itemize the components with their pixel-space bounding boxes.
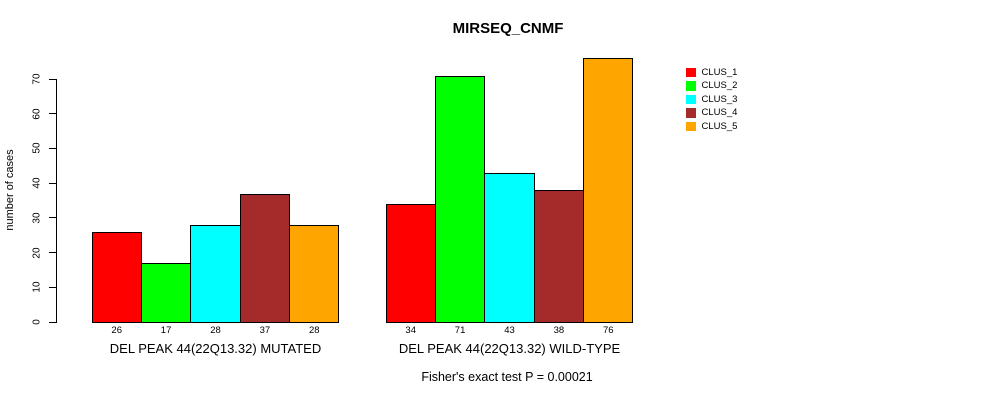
legend: CLUS_1 CLUS_2 CLUS_3 CLUS_4 CLUS_5 — [686, 66, 737, 133]
bar-clus_1-group2 — [385, 203, 436, 323]
legend-swatch — [686, 67, 696, 78]
legend-item-clus_3: CLUS_3 — [686, 93, 737, 106]
y-tick-label: 40 — [31, 177, 43, 189]
y-axis-line — [56, 79, 57, 323]
y-tick — [49, 252, 56, 254]
legend-item-clus_4: CLUS_4 — [686, 106, 737, 119]
bar-value-label: 28 — [309, 325, 320, 336]
bar-value-label: 26 — [111, 325, 122, 336]
legend-label: CLUS_3 — [701, 93, 738, 105]
group-label: DEL PEAK 44(22Q13.32) MUTATED — [109, 341, 322, 356]
legend-item-clus_5: CLUS_5 — [686, 120, 737, 133]
y-tick-label: 20 — [31, 247, 43, 259]
bar-clus_2-group1 — [140, 262, 192, 323]
bar-clus_5-group1 — [289, 224, 340, 323]
legend-label: CLUS_4 — [701, 107, 738, 119]
bar-clus_5-group2 — [583, 58, 634, 323]
bar-value-label: 71 — [454, 325, 466, 336]
y-tick-label: 60 — [31, 108, 43, 120]
bar-clus_2-group2 — [434, 75, 486, 323]
y-axis-label: number of cases — [4, 149, 16, 231]
bar-value-label: 37 — [259, 325, 271, 336]
chart-title: MIRSEQ_CNMF — [452, 20, 564, 37]
y-tick — [49, 147, 56, 149]
y-tick-label: 10 — [31, 281, 43, 293]
y-tick — [49, 182, 56, 184]
legend-swatch — [686, 121, 696, 131]
bar-clus_4-group2 — [533, 190, 585, 323]
legend-label: CLUS_5 — [701, 120, 738, 132]
bar-value-label: 34 — [405, 325, 416, 336]
caption: Fisher's exact test P = 0.00021 — [421, 370, 593, 384]
bar-clus_1-group1 — [91, 231, 142, 323]
bar-value-label: 28 — [210, 325, 221, 336]
legend-swatch — [686, 94, 696, 105]
legend-label: CLUS_2 — [701, 80, 738, 92]
bar-clus_3-group2 — [484, 172, 535, 323]
legend-swatch — [686, 81, 696, 91]
y-tick-label: 50 — [31, 142, 43, 154]
bar-clus_4-group1 — [239, 193, 291, 323]
bar-value-label: 17 — [160, 325, 172, 336]
legend-item-clus_1: CLUS_1 — [686, 66, 737, 79]
bar-value-label: 43 — [504, 325, 515, 336]
group-label: DEL PEAK 44(22Q13.32) WILD-TYPE — [398, 341, 621, 356]
y-tick — [49, 78, 56, 80]
y-tick — [49, 217, 56, 219]
y-tick — [49, 113, 56, 115]
y-tick — [49, 321, 56, 323]
legend-label: CLUS_1 — [701, 66, 738, 78]
bar-clus_3-group1 — [190, 224, 241, 323]
y-tick-label: 30 — [31, 212, 43, 224]
bar-value-label: 76 — [603, 325, 614, 336]
bar-value-label: 38 — [553, 325, 565, 336]
y-tick — [49, 286, 56, 288]
legend-item-clus_2: CLUS_2 — [686, 79, 737, 92]
y-tick-label: 70 — [31, 73, 43, 85]
legend-swatch — [686, 108, 696, 118]
y-tick-label: 0 — [31, 319, 43, 325]
